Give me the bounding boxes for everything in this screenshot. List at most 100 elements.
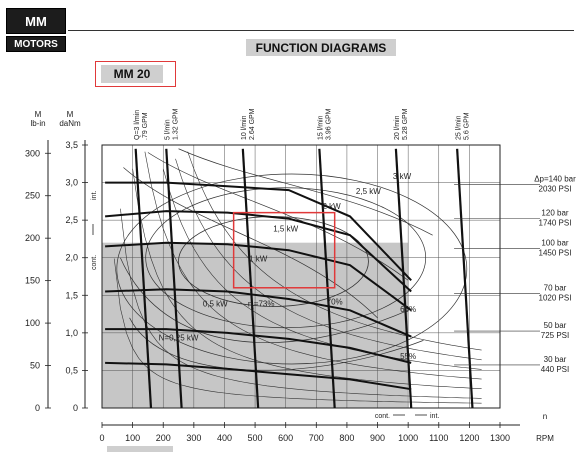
y-tick-label-danm: 0,5 bbox=[65, 365, 78, 375]
highlight-region-box bbox=[232, 211, 336, 289]
power-label: 3 kW bbox=[393, 172, 412, 181]
pressure-label: 70 bar bbox=[544, 284, 567, 293]
plot-frame bbox=[101, 144, 501, 409]
y-tick-label-lbin: 100 bbox=[25, 318, 40, 328]
pressure-label: 30 bar bbox=[544, 355, 567, 364]
y-tick-label-lbin: 250 bbox=[25, 191, 40, 201]
x-tick-label: 400 bbox=[217, 433, 232, 443]
flow-line bbox=[456, 148, 474, 409]
y-tick-label-lbin: 0 bbox=[35, 403, 40, 413]
y-zone-int: int. bbox=[91, 191, 98, 200]
flow-line bbox=[394, 148, 413, 409]
efficiency-contour bbox=[120, 257, 409, 344]
x-zone-cont: cont. bbox=[375, 413, 390, 420]
footer-bar bbox=[107, 446, 173, 452]
efficiency-island-70 bbox=[145, 187, 427, 329]
y-tick-label-lbin: 300 bbox=[25, 148, 40, 158]
y-tick-label-lbin: 50 bbox=[30, 361, 40, 371]
power-label: 1 kW bbox=[249, 254, 268, 263]
pressure-line bbox=[105, 328, 412, 364]
power-label: N=0,25 kW bbox=[159, 333, 199, 342]
pressure-label-psi: 725 PSI bbox=[541, 331, 569, 340]
power-curve bbox=[144, 151, 482, 380]
y-axis-left-unit-1: M bbox=[35, 110, 42, 119]
flow-line-label-gpm: 5.6 GPM bbox=[463, 112, 470, 140]
x-tick-label: 100 bbox=[125, 433, 140, 443]
y-tick-label-danm: 0 bbox=[73, 403, 78, 413]
header-rule bbox=[68, 30, 574, 31]
pressure-line bbox=[105, 361, 412, 391]
flow-line-label-gpm: 2.64 GPM bbox=[249, 108, 256, 140]
y-tick-label-danm: 3,0 bbox=[65, 178, 78, 188]
flow-line-label-gpm: 5.28 GPM bbox=[402, 108, 409, 140]
pressure-label-psi: 1450 PSI bbox=[539, 248, 572, 257]
y-tick-label-danm: 2,5 bbox=[65, 215, 78, 225]
y-tick-label-danm: 1,5 bbox=[65, 290, 78, 300]
x-tick-label: 1300 bbox=[490, 433, 510, 443]
y-axis-left-unit-2: lb-in bbox=[30, 119, 45, 128]
flow-line bbox=[241, 148, 260, 409]
x-tick-label: 200 bbox=[156, 433, 171, 443]
x-tick-label: 1000 bbox=[398, 433, 418, 443]
efficiency-label: 70% bbox=[327, 297, 343, 306]
y-tick-label-danm: 2,0 bbox=[65, 253, 78, 263]
x-range-label: n bbox=[543, 412, 547, 421]
y-tick-label-lbin: 150 bbox=[25, 276, 40, 286]
y-tick-label-lbin: 200 bbox=[25, 233, 40, 243]
pressure-line bbox=[105, 181, 412, 281]
model-highlight-box bbox=[95, 61, 176, 87]
x-tick-label: 1100 bbox=[429, 433, 448, 443]
pressure-label-psi: 1020 PSI bbox=[539, 294, 572, 303]
efficiency-label: 65% bbox=[400, 305, 416, 314]
power-label: 2 kW bbox=[322, 202, 341, 211]
power-curve bbox=[120, 208, 482, 399]
flow-line-label: 25 l/min bbox=[455, 115, 462, 140]
power-curve bbox=[132, 168, 482, 389]
y-tick-label-danm: 3,5 bbox=[65, 140, 78, 150]
power-label: 1,5 kW bbox=[273, 224, 298, 233]
x-zone-int: int. bbox=[430, 413, 439, 420]
x-tick-label: 900 bbox=[370, 433, 385, 443]
model-label: MM 20 bbox=[101, 65, 163, 83]
x-tick-label: 700 bbox=[309, 433, 324, 443]
pressure-line bbox=[105, 241, 412, 312]
power-label: 0,5 kW bbox=[203, 300, 228, 309]
pressure-label-psi: 2030 PSI bbox=[539, 185, 572, 194]
efficiency-label: 55% bbox=[400, 352, 416, 361]
section-title: FUNCTION DIAGRAMS bbox=[246, 39, 396, 56]
flow-line-label: 15 l/min bbox=[318, 115, 325, 140]
power-label: 2,5 kW bbox=[356, 187, 381, 196]
x-tick-label: 1200 bbox=[459, 433, 479, 443]
x-tick-label: 800 bbox=[339, 433, 354, 443]
flow-line bbox=[318, 148, 336, 409]
y-axis-right-unit-2: daNm bbox=[59, 119, 81, 128]
flow-line-label-gpm: .79 GPM bbox=[142, 112, 149, 140]
pressure-label: Δp=140 bar bbox=[534, 175, 576, 184]
x-axis-title: RPM bbox=[536, 434, 554, 443]
flow-line-label: 5 l/min bbox=[164, 119, 171, 140]
pressure-label: 120 bar bbox=[541, 208, 568, 217]
power-curve bbox=[175, 158, 482, 361]
efficiency-subscript: t bbox=[252, 305, 254, 311]
pressure-label: 50 bar bbox=[544, 321, 567, 330]
x-tick-label: 600 bbox=[278, 433, 293, 443]
y-zone-cont: cont. bbox=[91, 255, 98, 270]
flow-line-label-gpm: 1.32 GPM bbox=[172, 108, 179, 140]
pressure-label-psi: 440 PSI bbox=[541, 365, 569, 374]
x-tick-label: 300 bbox=[186, 433, 201, 443]
x-tick-label: 0 bbox=[99, 433, 104, 443]
efficiency-label: ηt=73% bbox=[248, 300, 275, 311]
x-tick-label: 500 bbox=[248, 433, 263, 443]
flow-line-label: 20 l/min bbox=[394, 115, 401, 140]
power-curve bbox=[162, 168, 482, 370]
pressure-label: 100 bar bbox=[541, 238, 568, 247]
efficiency-value: =73% bbox=[254, 300, 275, 309]
power-curve bbox=[113, 258, 482, 404]
y-tick-label-danm: 1,0 bbox=[65, 328, 78, 338]
logo-bottom-text: MOTORS bbox=[6, 36, 66, 52]
pressure-line bbox=[105, 210, 412, 293]
flow-line-label-gpm: 3.96 GPM bbox=[326, 108, 333, 140]
brand-logo: MM MOTORS bbox=[6, 8, 66, 52]
y-axis-right-unit-1: M bbox=[67, 110, 74, 119]
